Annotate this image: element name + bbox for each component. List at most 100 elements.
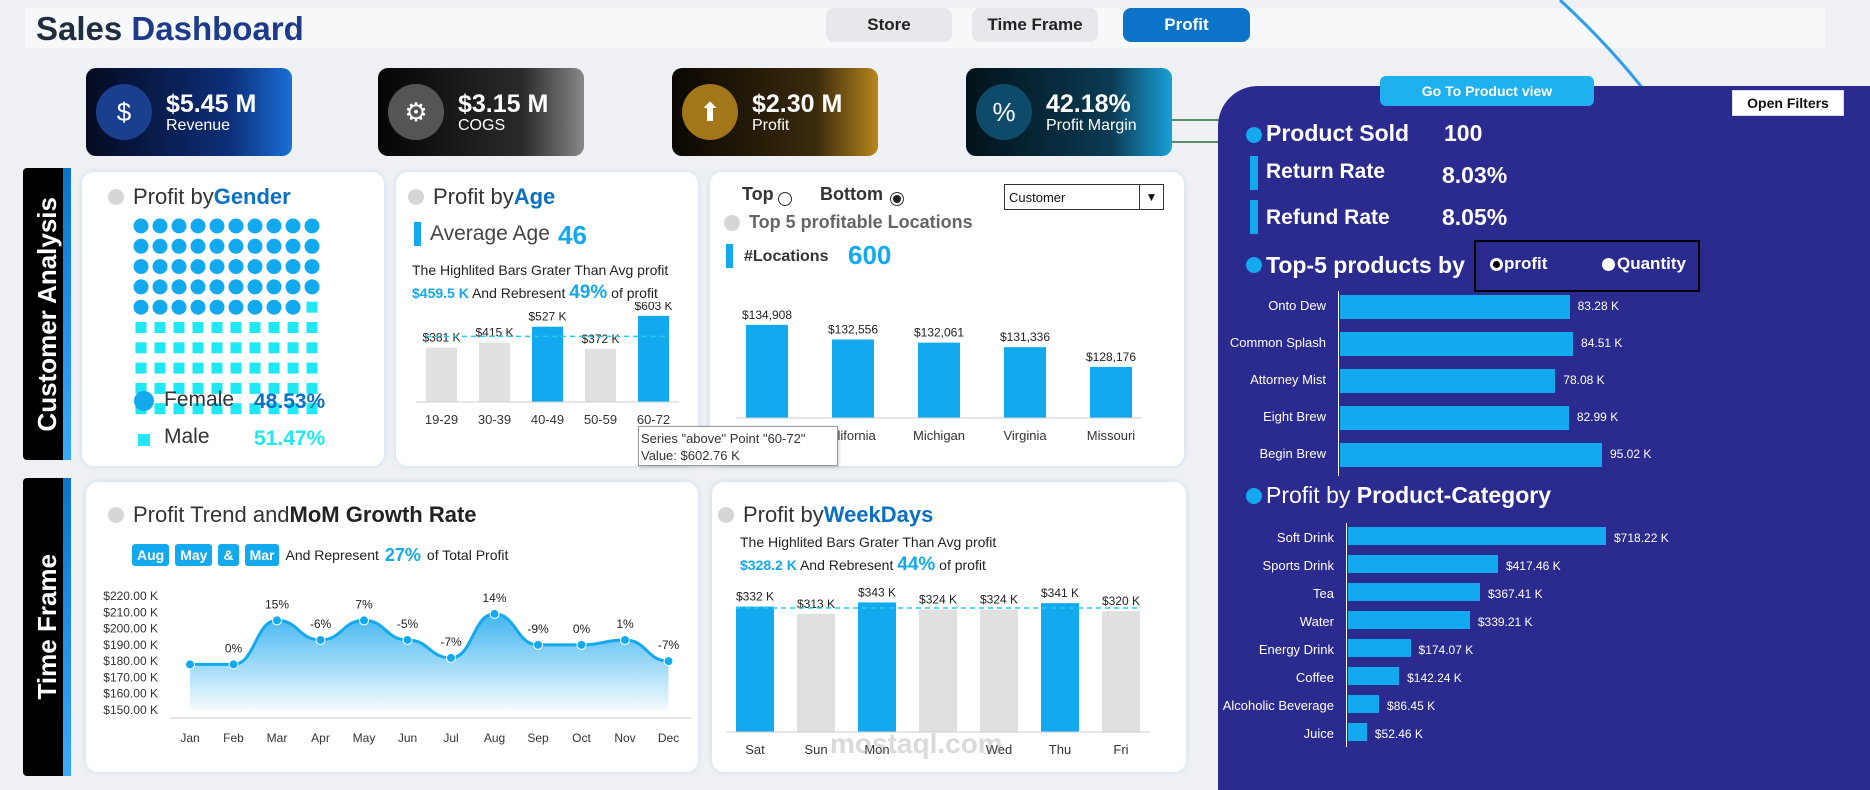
y-tick-label: $220.00 K xyxy=(103,589,158,603)
category-label: Missouri xyxy=(1087,428,1136,443)
growth-label: 7% xyxy=(355,597,373,611)
male-square xyxy=(306,382,318,394)
bar-value-label: $131,336 xyxy=(1000,330,1050,344)
female-dot xyxy=(190,218,206,234)
male-square xyxy=(154,382,166,394)
bar xyxy=(1348,639,1411,657)
refund-rate-label: Refund Rate xyxy=(1266,206,1390,229)
bar xyxy=(479,342,510,402)
female-dot xyxy=(304,279,320,295)
female-dot xyxy=(285,218,301,234)
female-dot xyxy=(190,299,206,315)
bar-value-label: $132,556 xyxy=(828,323,878,337)
profit-radio-label: profit xyxy=(1504,254,1548,273)
bullet-icon xyxy=(1246,257,1262,273)
female-dot xyxy=(228,238,244,254)
bar-value-label: $324 K xyxy=(919,593,957,607)
female-dot xyxy=(171,238,187,254)
month-tag: May xyxy=(175,544,213,566)
y-tick-label: $150.00 K xyxy=(103,703,158,717)
female-legend-marker xyxy=(134,391,154,411)
bar xyxy=(832,339,874,418)
tab-store[interactable]: Store xyxy=(826,8,952,42)
male-square xyxy=(306,322,318,333)
category-label: Thu xyxy=(1049,742,1071,757)
profit-radio[interactable] xyxy=(1490,258,1503,271)
female-dot xyxy=(171,279,187,295)
y-tick-label: $160.00 K xyxy=(103,687,158,701)
dashboard-title: Sales Dashboard xyxy=(36,10,304,47)
bar-value-label: $603 K xyxy=(634,302,672,313)
growth-label: 15% xyxy=(265,597,289,611)
trend-tags: Aug May & Mar And Represent 27% of Total… xyxy=(132,544,508,566)
locations-card: Top Bottom Customer ▼ Top 5 profitable Lo… xyxy=(710,172,1184,466)
return-rate-label: Return Rate xyxy=(1266,160,1386,183)
weekdays-title: Profit by WeekDays xyxy=(718,502,933,528)
bar-value-label: $128,176 xyxy=(1086,350,1136,364)
bar xyxy=(1340,443,1602,467)
bar-value-label: $174.07 K xyxy=(1418,643,1474,657)
bar xyxy=(1340,406,1569,430)
location-dimension-dropdown[interactable]: Customer ▼ xyxy=(1004,184,1164,210)
bar-value-label: 95.02 K xyxy=(1610,447,1652,461)
growth-label: 14% xyxy=(482,591,506,605)
male-square xyxy=(230,342,242,354)
female-dot xyxy=(285,299,301,315)
go-to-product-view-button[interactable]: Go To Product view xyxy=(1380,76,1594,106)
growth-label: 0% xyxy=(225,641,243,655)
open-filters-button[interactable]: Open Filters xyxy=(1732,90,1844,116)
female-dot xyxy=(266,259,282,275)
month-tag: & xyxy=(218,544,239,566)
female-dot xyxy=(133,279,149,295)
tab-profit[interactable]: Profit xyxy=(1123,8,1250,42)
top-radio[interactable] xyxy=(778,192,792,206)
bar xyxy=(918,342,960,418)
male-square xyxy=(249,322,261,333)
quantity-radio[interactable] xyxy=(1602,258,1615,271)
month-label: May xyxy=(353,731,376,745)
tab-time-frame[interactable]: Time Frame xyxy=(972,8,1098,42)
bar xyxy=(1090,366,1132,418)
age-bar-chart: $381 K 19-29 $415 K 30-39 $527 K 40-49 $372 K 5… xyxy=(416,302,679,427)
data-point xyxy=(446,652,456,663)
connector-lines xyxy=(1172,119,1222,143)
gear-wrench-icon: ⚙ xyxy=(388,84,444,140)
bottom-radio[interactable] xyxy=(890,192,904,206)
female-dot xyxy=(247,299,263,315)
average-age-value: 46 xyxy=(558,220,587,250)
represent-text: And Represent xyxy=(285,547,379,563)
bullet-icon xyxy=(1246,127,1262,143)
month-label: Aug xyxy=(484,731,505,745)
top5-metric-selector: profit Quantity xyxy=(1474,240,1700,292)
month-tag: Aug xyxy=(132,544,170,566)
bar-value-label: $367.41 K xyxy=(1487,587,1543,601)
male-square xyxy=(173,322,185,333)
category-label: 19-29 xyxy=(425,412,458,427)
bar-value-label: $415 K xyxy=(475,326,513,340)
trend-title: Profit Trend and MoM Growth Rate xyxy=(108,502,477,528)
male-square xyxy=(192,403,204,415)
data-point xyxy=(315,634,326,645)
percent-arrows-icon: % xyxy=(976,84,1032,140)
kpi-revenue-value: $5.45 M xyxy=(166,89,257,118)
accent-bar xyxy=(1250,200,1258,234)
chevron-down-icon: ▼ xyxy=(1139,185,1163,209)
bar-value-label: 78.08 K xyxy=(1563,373,1605,387)
bar xyxy=(746,324,788,418)
male-square xyxy=(192,362,204,374)
category-label: Michigan xyxy=(913,428,965,443)
male-square xyxy=(306,403,318,415)
bar-value-label: $132,061 xyxy=(914,326,964,340)
month-label: Nov xyxy=(614,731,635,745)
male-label: Male xyxy=(164,425,210,448)
male-square xyxy=(268,362,280,374)
bar xyxy=(1348,695,1380,713)
bar xyxy=(980,609,1018,732)
female-dot xyxy=(171,299,187,315)
data-point xyxy=(272,615,282,626)
male-square xyxy=(192,382,204,394)
money-arrow-icon: ⬆ xyxy=(682,84,738,140)
bar-value-label: $52.46 K xyxy=(1374,727,1423,741)
category-name: Eight Brew xyxy=(1263,409,1326,424)
female-dot xyxy=(152,279,168,295)
